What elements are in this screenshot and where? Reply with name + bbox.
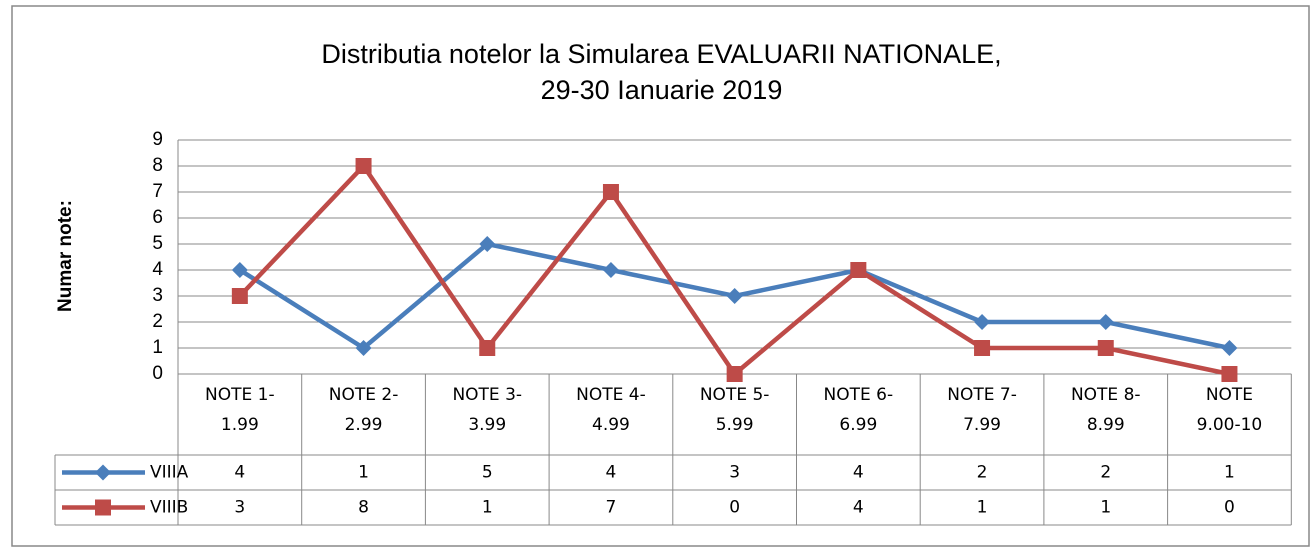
x-tick-label: NOTE 7-7.99 (947, 385, 1017, 435)
table-value: 1 (1100, 498, 1111, 518)
legend-label: VIIIA (150, 463, 189, 483)
y-tick-label: 5 (152, 233, 163, 254)
chart-title: Distributia notelor la Simularea EVALUAR… (321, 39, 1002, 105)
y-tick-label: 4 (152, 259, 163, 280)
marker (726, 288, 743, 304)
x-tick-label: NOTE 4-4.99 (576, 385, 646, 435)
table-value: 3 (234, 498, 245, 518)
y-tick-label: 8 (152, 155, 163, 176)
y-tick-label: 1 (152, 337, 163, 358)
table-value: 0 (729, 498, 740, 518)
marker (726, 366, 743, 382)
x-tick-label: NOTE 2-2.99 (328, 385, 399, 435)
marker (355, 158, 372, 174)
table-value: 1 (358, 463, 369, 483)
x-tick-label: NOTE 6-6.99 (823, 385, 894, 435)
y-tick-label: 0 (152, 363, 163, 384)
table-value: 4 (606, 463, 617, 483)
y-tick-label: 2 (152, 311, 163, 332)
marker (231, 288, 248, 304)
x-tick-label: NOTE 5-5.99 (699, 385, 770, 435)
marker (602, 262, 619, 278)
marker (1221, 366, 1238, 382)
marker (602, 184, 619, 200)
marker (1097, 340, 1114, 356)
y-tick-label: 3 (152, 285, 163, 306)
table-value: 7 (606, 498, 617, 518)
marker (974, 314, 991, 330)
table-value: 2 (1100, 463, 1111, 483)
marker (355, 340, 372, 356)
table-value: 3 (729, 463, 740, 483)
table-value: 8 (358, 498, 369, 518)
marker (479, 340, 496, 356)
y-tick-label: 9 (152, 129, 163, 150)
table-value: 4 (234, 463, 245, 483)
marker (1221, 340, 1238, 356)
table-value: 5 (482, 463, 493, 483)
table-value: 1 (977, 498, 988, 518)
table-value: 4 (853, 498, 864, 518)
marker (479, 236, 496, 252)
table-value: 1 (482, 498, 493, 518)
legend-marker (95, 499, 111, 516)
marker (850, 262, 867, 278)
y-tick-label: 6 (152, 207, 163, 228)
legend-label: VIIIB (150, 498, 188, 518)
legend-marker (95, 464, 111, 481)
y-axis-title: Numar note: (55, 200, 76, 312)
x-tick-label: NOTE 9.00-10 (1196, 385, 1263, 435)
x-tick-label: NOTE 8-8.99 (1070, 385, 1141, 435)
x-tick-label: NOTE 1-1.99 (205, 385, 275, 435)
table-value: 0 (1224, 498, 1235, 518)
table-value: 2 (977, 463, 988, 483)
chart-border (11, 5, 1310, 547)
y-tick-label: 7 (152, 181, 163, 202)
marker (231, 262, 248, 278)
marker (974, 340, 991, 356)
table-value: 1 (1224, 463, 1235, 483)
marker (1097, 314, 1114, 330)
x-tick-label: NOTE 3-3.99 (452, 385, 523, 435)
table-value: 4 (853, 463, 864, 483)
